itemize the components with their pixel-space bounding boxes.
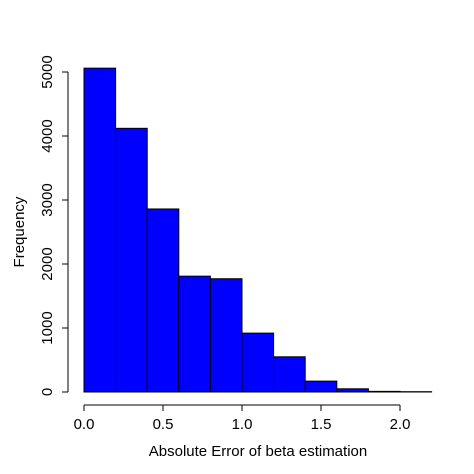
y-tick-label: 1000 <box>39 311 56 344</box>
x-tick-label: 0.5 <box>153 416 174 433</box>
y-axis-title: Frequency <box>11 196 28 267</box>
bar <box>367 390 401 393</box>
x-tick-label: 1.0 <box>232 416 253 433</box>
y-tick-label: 4000 <box>39 119 56 152</box>
bar <box>83 67 117 393</box>
x-tick-label: 2.0 <box>390 416 411 433</box>
x-tick-label: 0.0 <box>74 416 95 433</box>
y-tick-label: 3000 <box>39 183 56 216</box>
y-tick-label: 5000 <box>39 55 56 88</box>
x-tick-label: 1.5 <box>311 416 332 433</box>
bar <box>304 380 338 393</box>
y-tick-label: 0 <box>39 388 56 396</box>
y-tick-label: 2000 <box>39 247 56 280</box>
bar <box>273 356 306 393</box>
bar <box>336 388 369 393</box>
bar <box>115 127 148 393</box>
bar <box>146 208 180 393</box>
bar <box>178 275 211 393</box>
bar <box>209 278 243 393</box>
bar <box>241 332 275 393</box>
x-axis-title: Absolute Error of beta estimation <box>149 443 367 460</box>
